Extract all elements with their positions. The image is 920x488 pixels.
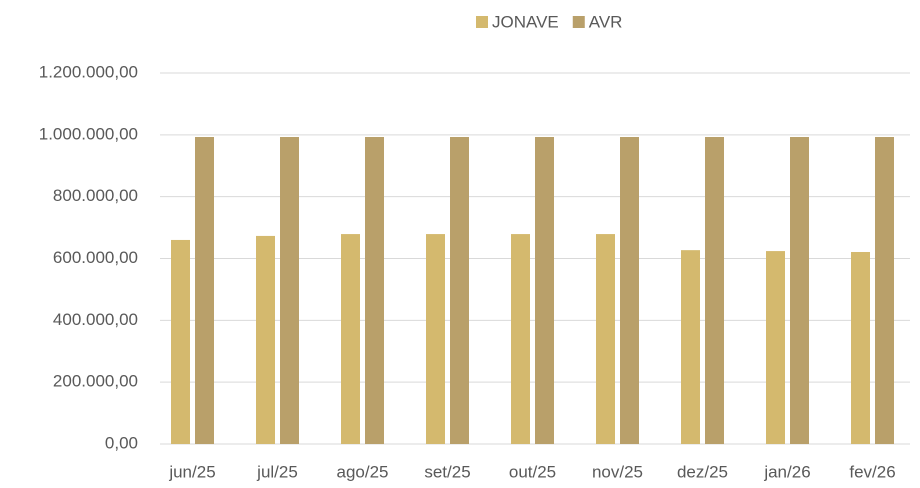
bar: [851, 252, 870, 444]
x-tick-label: jun/25: [168, 462, 215, 481]
x-tick-label: out/25: [509, 462, 556, 481]
x-tick-label: dez/25: [677, 462, 728, 481]
legend-swatch: [476, 16, 488, 28]
x-tick-label: fev/26: [849, 462, 895, 481]
y-tick-label: 400.000,00: [53, 310, 138, 329]
bar: [195, 136, 214, 444]
bar: [596, 234, 615, 444]
bar: [705, 136, 724, 444]
y-tick-label: 600.000,00: [53, 248, 138, 267]
bar: [256, 235, 275, 444]
y-tick-label: 200.000,00: [53, 372, 138, 391]
bar: [426, 234, 445, 444]
y-tick-label: 800.000,00: [53, 186, 138, 205]
bar: [341, 234, 360, 444]
x-tick-label: set/25: [424, 462, 470, 481]
bar: [171, 239, 190, 444]
legend-label: JONAVE: [492, 12, 559, 31]
bar: [681, 250, 700, 444]
legend-label: AVR: [589, 12, 623, 31]
y-tick-label: 1.000.000,00: [39, 124, 138, 143]
x-tick-label: nov/25: [592, 462, 643, 481]
y-tick-label: 0,00: [105, 433, 138, 452]
x-tick-label: jan/26: [763, 462, 810, 481]
bar: [766, 251, 785, 444]
bar: [875, 136, 894, 444]
bar: [280, 136, 299, 444]
legend-swatch: [572, 16, 585, 28]
bar: [620, 136, 639, 444]
bar: [511, 234, 530, 444]
y-tick-label: 1.200.000,00: [39, 62, 138, 81]
x-tick-label: jul/25: [256, 462, 298, 481]
bar: [450, 136, 469, 444]
bar: [535, 136, 554, 444]
bar: [365, 136, 384, 444]
bar: [790, 136, 809, 444]
x-tick-label: ago/25: [337, 462, 389, 481]
